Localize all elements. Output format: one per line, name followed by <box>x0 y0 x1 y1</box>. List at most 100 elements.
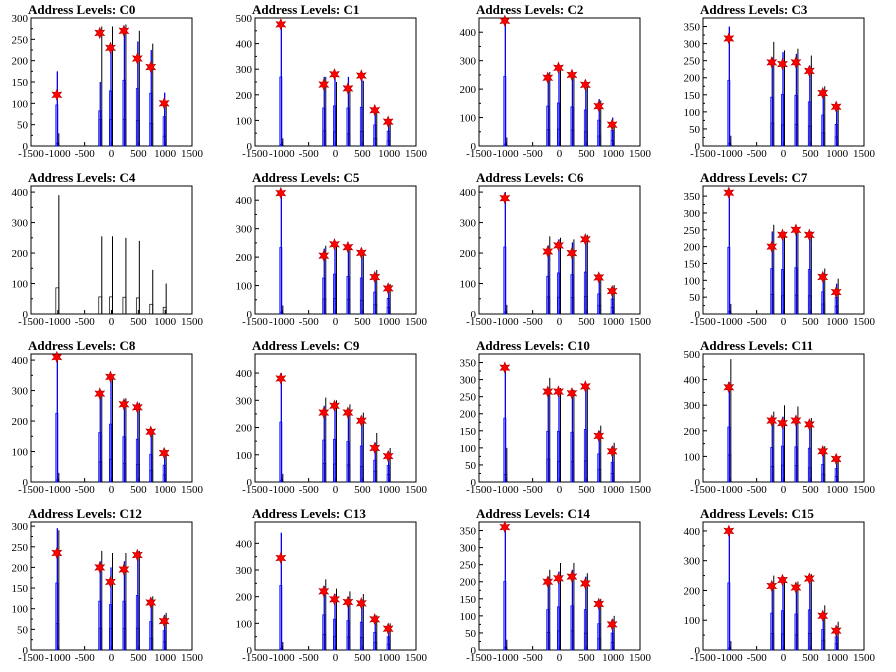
peak-marker <box>553 239 564 252</box>
peak-marker <box>131 52 143 65</box>
histogram-panel-14: Address Levels: C14 0 50 100 150 200 250 300 350… <box>448 504 672 672</box>
y-tick-label: 300 <box>460 543 477 555</box>
histogram-panel-11: Address Levels: C11 0 100 200 300 400 500 -1500… <box>672 336 896 504</box>
y-tick-label: 200 <box>460 577 477 589</box>
x-tick-label: -1000 <box>717 148 743 160</box>
x-tick-label: 500 <box>130 148 147 160</box>
x-tick-label: -1500 <box>242 652 268 664</box>
blue-shoulder <box>359 621 363 651</box>
blue-shoulder <box>279 76 283 147</box>
blue-shoulder <box>135 595 139 651</box>
blue-shoulder <box>359 445 363 483</box>
blue-shoulder <box>570 274 574 315</box>
peak-marker <box>105 575 116 589</box>
y-tick-label: 200 <box>12 416 29 428</box>
x-tick-label: 1000 <box>378 484 401 496</box>
peak-marker <box>355 69 367 82</box>
blue-shoulder <box>570 431 574 483</box>
x-tick-label: -500 <box>523 316 544 328</box>
y-tick-label: 0 <box>695 141 701 153</box>
y-tick-label: 100 <box>684 107 701 119</box>
blue-shoulder <box>727 246 731 315</box>
y-tick-label: 200 <box>460 84 477 96</box>
chart-title: Address Levels: C8 <box>28 338 136 353</box>
y-tick-label: 300 <box>460 218 477 230</box>
y-tick-label: 500 <box>236 13 253 25</box>
blue-shoulder <box>597 453 601 483</box>
peak-marker <box>817 270 829 284</box>
y-tick-label: 250 <box>684 56 701 68</box>
y-tick-label: 100 <box>684 451 701 463</box>
blue-shoulder <box>807 101 811 147</box>
y-tick-label: 350 <box>460 358 477 370</box>
blue-shoulder <box>770 447 774 483</box>
y-tick-label: 400 <box>460 27 477 39</box>
y-tick-label: 0 <box>695 309 701 321</box>
x-tick-label: 500 <box>354 148 371 160</box>
y-tick-label: 400 <box>460 187 477 199</box>
blue-shoulder <box>583 109 587 147</box>
x-tick-label: -1500 <box>690 316 716 328</box>
blue-shoulder <box>386 636 390 651</box>
x-tick-label: 1000 <box>154 652 177 664</box>
peak-marker <box>606 618 618 631</box>
y-tick-label: 100 <box>460 611 477 623</box>
x-tick-label: 1000 <box>154 484 177 496</box>
histogram-panel-5: Address Levels: C5 0 100 200 300 400 -1500 -100… <box>224 168 448 336</box>
blue-shoulder <box>821 629 825 651</box>
peak-marker <box>777 228 788 242</box>
peak-marker <box>723 186 735 200</box>
x-tick-label: -500 <box>747 148 768 160</box>
x-tick-label: -1000 <box>269 316 295 328</box>
peak-marker <box>499 14 511 28</box>
blue-shoulder <box>162 116 166 147</box>
blue-shoulder <box>346 441 350 483</box>
peak-marker <box>777 416 788 430</box>
blue-shoulder <box>346 620 350 651</box>
y-tick-label: 100 <box>12 604 29 616</box>
y-tick-label: 300 <box>236 565 253 577</box>
y-tick-label: 300 <box>460 375 477 387</box>
x-tick-label: -1500 <box>466 316 492 328</box>
x-tick-label: 500 <box>354 484 371 496</box>
x-tick-label: 1000 <box>378 652 401 664</box>
outline-shoulder <box>135 297 140 315</box>
blue-shoulder <box>333 438 336 483</box>
blue-shoulder <box>770 268 774 315</box>
y-tick-label: 0 <box>471 141 477 153</box>
blue-shoulder <box>794 446 798 483</box>
x-tick-label: 500 <box>578 148 595 160</box>
chart-title: Address Levels: C13 <box>252 506 366 521</box>
x-tick-label: -500 <box>299 316 320 328</box>
peak-marker <box>105 370 116 384</box>
x-tick-label: 0 <box>109 652 115 664</box>
blue-shoulder <box>333 273 336 315</box>
x-tick-label: 1500 <box>853 148 876 160</box>
y-tick-label: 150 <box>684 258 701 270</box>
blue-shoulder <box>770 96 774 147</box>
blue-shoulder <box>162 464 166 483</box>
blue-shoulder <box>162 630 166 651</box>
x-tick-label: -1500 <box>18 484 44 496</box>
y-tick-label: 100 <box>460 113 477 125</box>
y-tick-label: 100 <box>460 443 477 455</box>
histogram-panel-12: Address Levels: C12 0 50 100 150 200 250 300 -15… <box>0 504 224 672</box>
peak-marker <box>382 622 394 635</box>
y-tick-label: 0 <box>23 477 29 489</box>
blue-shoulder <box>109 423 112 483</box>
x-tick-label: -1000 <box>717 652 743 664</box>
peak-marker <box>158 97 170 110</box>
y-tick-label: 300 <box>684 556 701 568</box>
peak-marker <box>382 115 394 128</box>
blue-shoulder <box>807 447 811 483</box>
x-tick-label: 1000 <box>602 316 625 328</box>
peak-marker <box>329 593 340 606</box>
y-tick-label: 200 <box>236 423 253 435</box>
y-tick-label: 100 <box>12 279 29 291</box>
peak-marker <box>105 41 116 55</box>
x-tick-label: 500 <box>802 148 819 160</box>
peak-marker <box>382 449 394 463</box>
chart-title: Address Levels: C0 <box>28 2 135 17</box>
y-tick-label: 0 <box>247 141 253 153</box>
y-tick-label: 400 <box>12 187 29 199</box>
